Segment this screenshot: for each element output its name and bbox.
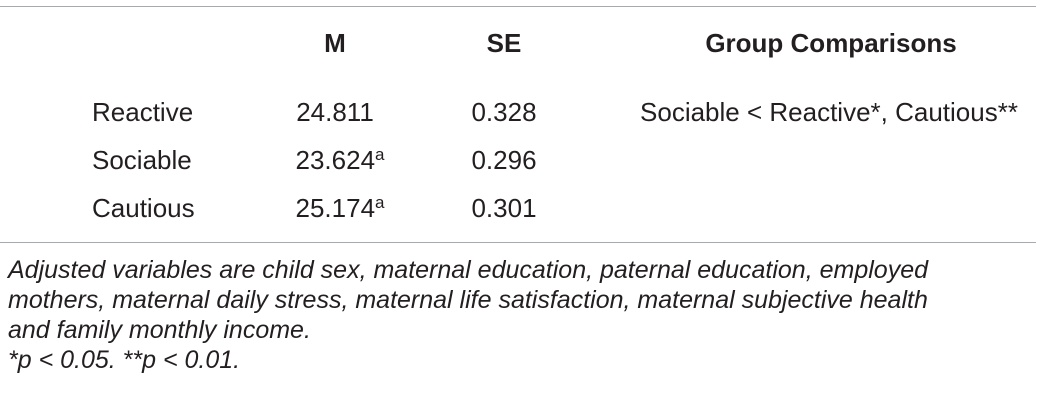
row-se-value: 0.301 [471, 193, 537, 223]
header-se: SE [486, 28, 522, 58]
row-m-value: 23.624a [295, 145, 385, 175]
row-label: Sociable [92, 145, 192, 175]
row-group-comparison: Sociable < Reactive*, Cautious** [640, 97, 1018, 127]
table-top-rule [0, 6, 1036, 7]
adjusted-variables-note-line: Adjusted variables are child sex, matern… [8, 256, 928, 284]
superscript-a: a [375, 193, 385, 212]
row-label: Cautious [92, 193, 195, 223]
row-m-value: 25.174a [295, 193, 385, 223]
superscript-a: a [375, 145, 385, 164]
adjusted-variables-note-line: and family monthly income. [8, 316, 311, 344]
table-footnotes: Adjusted variables are child sex, matern… [8, 255, 1038, 375]
row-se-value: 0.328 [471, 97, 537, 127]
table-bottom-rule [0, 242, 1036, 243]
adjusted-variables-note-line: mothers, maternal daily stress, maternal… [8, 286, 928, 314]
row-m-value: 24.811 [296, 97, 374, 127]
row-label: Reactive [92, 97, 194, 127]
significance-note: *p < 0.05. **p < 0.01. [8, 346, 241, 374]
header-m: M [324, 28, 346, 58]
row-se-value: 0.296 [471, 145, 537, 175]
header-group-comparisons: Group Comparisons [705, 28, 957, 58]
